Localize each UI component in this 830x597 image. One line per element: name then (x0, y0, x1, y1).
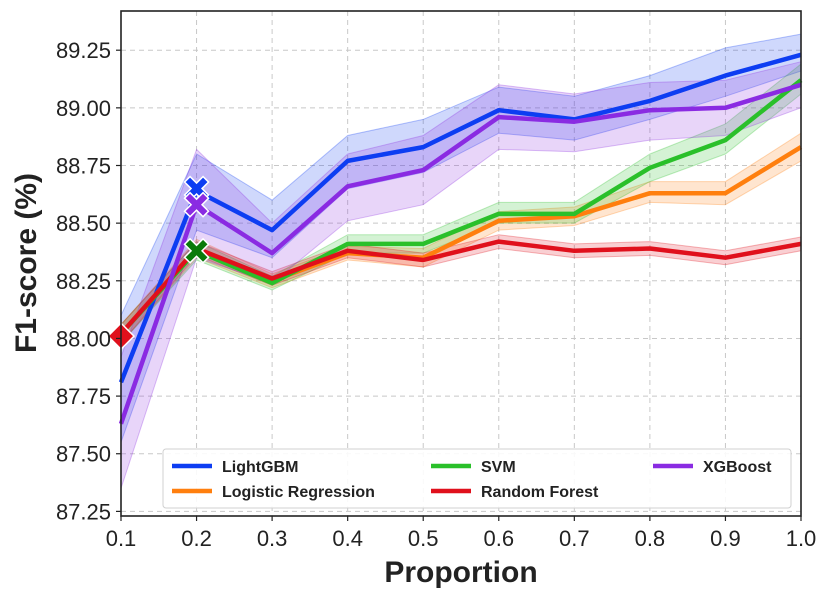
plot-frame (120, 10, 802, 517)
legend: LightGBM SVM XGBoost Logistic Regression Ran… (162, 448, 792, 509)
x-tick-label: 0.1 (106, 526, 137, 551)
legend-label-xgboost: XGBoost (703, 459, 772, 476)
grid-lines (121, 11, 801, 516)
x-tick-label: 0.2 (181, 526, 212, 551)
x-tick-label: 0.8 (635, 526, 666, 551)
legend-label-lightgbm: LightGBM (222, 459, 298, 476)
x-axis-ticks: 0.1 0.2 0.3 0.4 0.5 0.6 0.7 0.8 0.9 1.0 (106, 516, 817, 551)
y-tick-label: 87.25 (56, 499, 111, 524)
x-tick-label: 1.0 (786, 526, 817, 551)
y-axis-ticks: 87.25 87.50 87.75 88.00 88.25 88.50 88.75 89.00… (56, 38, 121, 524)
legend-box (162, 448, 792, 509)
x-tick-label: 0.3 (257, 526, 288, 551)
legend-label-random-forest: Random Forest (481, 484, 599, 501)
xgboost-line (118, 82, 802, 425)
y-tick-label: 88.50 (56, 211, 111, 236)
svm-best-marker (183, 237, 210, 264)
svm-line (119, 78, 803, 336)
y-tick-label: 88.00 (56, 326, 111, 351)
y-tick-label: 88.75 (56, 153, 111, 178)
x-axis-title: Proportion (384, 556, 537, 589)
x-tick-label: 0.7 (559, 526, 590, 551)
lightgbm-line (118, 52, 802, 384)
random-forest-line (119, 239, 802, 336)
legend-label-svm: SVM (481, 459, 516, 476)
legend-label-logistic-regression: Logistic Regression (222, 484, 375, 501)
y-tick-label: 87.50 (56, 442, 111, 467)
series-lines (118, 52, 803, 425)
y-tick-label: 89.00 (56, 96, 111, 121)
x-tick-label: 0.6 (483, 526, 514, 551)
x-tick-label: 0.9 (710, 526, 741, 551)
y-tick-label: 89.25 (56, 38, 111, 63)
xgboost-best-marker (183, 191, 210, 218)
x-tick-label: 0.5 (408, 526, 439, 551)
y-tick-label: 87.75 (56, 384, 111, 409)
x-tick-label: 0.4 (332, 526, 363, 551)
y-tick-label: 88.25 (56, 269, 111, 294)
y-axis-title: F1-score (%) (10, 173, 43, 353)
